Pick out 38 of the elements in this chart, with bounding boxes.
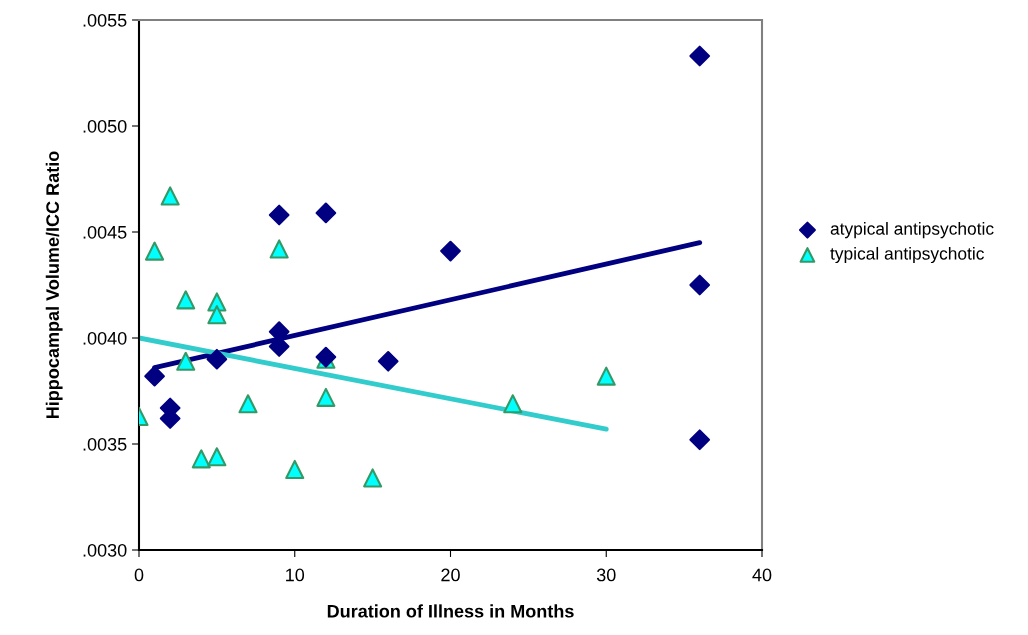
legend-label: typical antipsychotic — [830, 246, 984, 264]
point — [269, 239, 289, 259]
point — [145, 241, 165, 261]
point — [268, 204, 290, 226]
point — [160, 186, 180, 206]
point — [689, 274, 711, 296]
y-tick-label: .0050 — [83, 119, 127, 133]
y-tick-label: .0045 — [83, 225, 127, 239]
x-tick-label: 10 — [286, 568, 305, 582]
y-axis-title: Hippocampal Volume/ICC Ratio — [45, 151, 63, 419]
x-tick-label: 20 — [441, 568, 460, 582]
x-tick-label: 40 — [752, 568, 772, 582]
x-tick-label: 30 — [596, 568, 616, 582]
y-tick-label: .0030 — [83, 543, 127, 557]
point — [316, 387, 336, 407]
point — [689, 45, 711, 67]
point — [503, 394, 523, 414]
point — [689, 429, 711, 451]
point — [206, 348, 228, 370]
y-tick-label: .0035 — [83, 437, 127, 451]
x-axis-title: Duration of Illness in Months — [327, 604, 574, 618]
point — [238, 394, 258, 414]
y-tick-label: .0040 — [83, 331, 127, 345]
point — [377, 350, 399, 372]
point — [176, 351, 196, 371]
point — [363, 468, 383, 488]
point — [285, 459, 305, 479]
point — [440, 240, 461, 262]
point — [596, 366, 616, 386]
point — [315, 202, 337, 224]
x-tick-label: 0 — [134, 568, 144, 582]
point — [144, 365, 165, 387]
legend-label: atypical antipsychotic — [830, 222, 994, 239]
point — [207, 305, 227, 325]
y-tick-label: .0055 — [83, 13, 127, 27]
point — [176, 290, 196, 310]
point — [207, 447, 227, 467]
point — [191, 449, 211, 469]
